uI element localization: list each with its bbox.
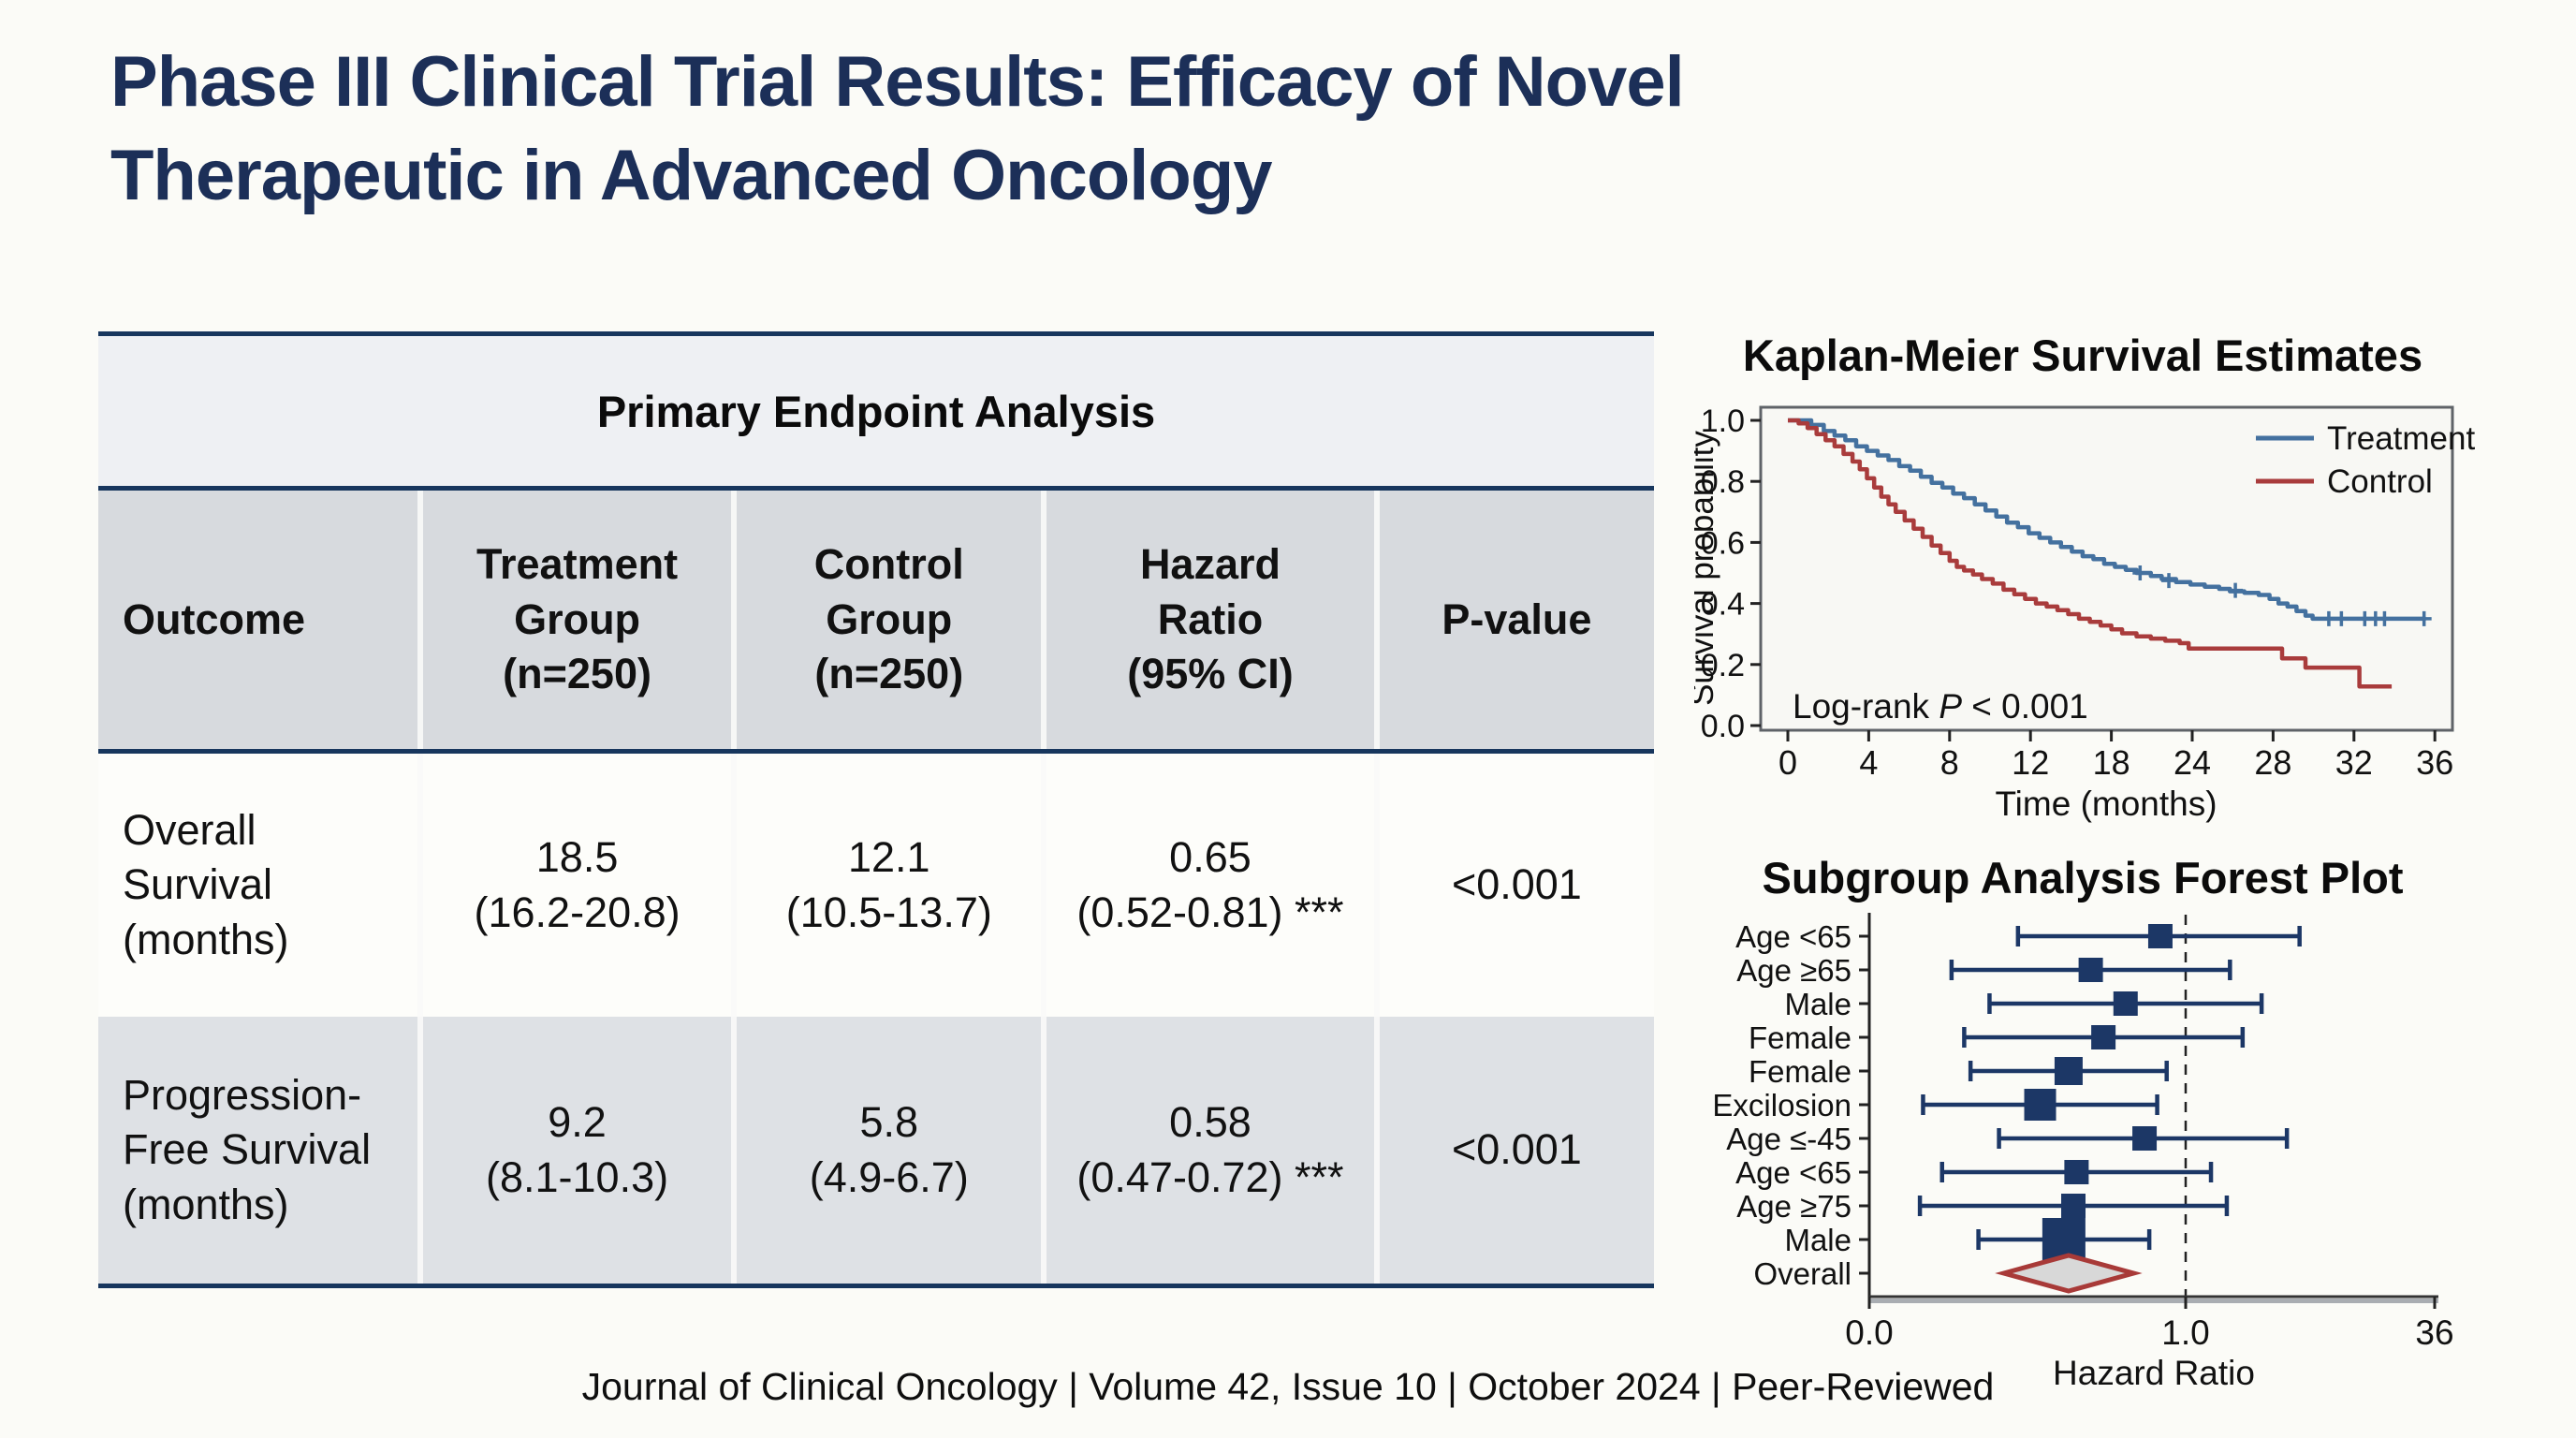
row-pvalue-value: <0.001 — [1373, 754, 1654, 1017]
forest-row-label: Age <65 — [1735, 1155, 1852, 1190]
km-y-tick-label: 0.8 — [1701, 464, 1745, 500]
forest-row-label: Female — [1749, 1054, 1852, 1089]
forest-estimate-square — [2132, 1126, 2158, 1151]
row-treatment-value: 9.2 (8.1-10.3) — [417, 1017, 732, 1284]
table-rule — [98, 749, 1654, 754]
km-censor-mark — [2334, 610, 2349, 626]
km-x-tick-label: 12 — [2012, 743, 2049, 782]
row-control-value: 12.1 (10.5-13.7) — [731, 754, 1041, 1017]
km-chart-svg: 0.0 0.2 0.4 0.6 0.8 1.0 0 4 8 12 18 24 28 32 36 Surviva… — [1694, 404, 2475, 823]
forest-estimate-square — [2078, 958, 2103, 982]
km-censor-mark — [2416, 610, 2432, 626]
table-row: Progression- Free Survival (months) 9.2 … — [98, 1017, 1654, 1284]
column-header-hazard: Hazard Ratio (95% CI) — [1041, 491, 1374, 749]
km-x-tick-label: 28 — [2254, 743, 2291, 782]
km-series-treatment — [1788, 418, 2426, 622]
km-x-tick-label: 36 — [2416, 743, 2453, 782]
km-censor-mark — [2132, 565, 2148, 580]
km-legend-label: Treatment — [2327, 420, 2475, 457]
km-y-tick-label: 0.4 — [1701, 587, 1745, 623]
km-censor-mark — [2161, 573, 2177, 589]
column-header-treatment: Treatment Group (n=250) — [417, 491, 732, 749]
footer-text: Journal of Clinical Oncology | Volume 42… — [581, 1365, 1995, 1408]
row-hazard-value: 0.65 (0.52-0.81) *** — [1041, 754, 1374, 1017]
table-row: Overall Survival (months) 18.5 (16.2-20.… — [98, 754, 1654, 1017]
forest-row-label: Female — [1749, 1020, 1852, 1055]
table-bottom-rule — [98, 1284, 1654, 1288]
km-y-tick-label: 1.0 — [1701, 404, 1745, 439]
km-plot-frame — [1759, 405, 2454, 732]
table-top-rule — [98, 331, 1654, 336]
km-x-tick-label: 18 — [2093, 743, 2130, 782]
km-censor-mark — [2228, 582, 2244, 598]
km-x-axis-label: Time (months) — [1995, 785, 2217, 823]
table-header-row: Outcome Treatment Group (n=250) Control … — [98, 491, 1654, 749]
km-censor-mark — [2377, 610, 2393, 626]
row-pvalue-value: <0.001 — [1373, 1017, 1654, 1284]
forest-overall-diamond — [1995, 1253, 2143, 1294]
row-outcome-label: Progression- Free Survival (months) — [123, 1070, 372, 1228]
forest-x-axis-label: Hazard Ratio — [2053, 1354, 2255, 1392]
km-legend-label: Control — [2327, 463, 2433, 500]
forest-row-label: Excilosion — [1712, 1088, 1852, 1123]
km-x-tick-label: 24 — [2174, 743, 2211, 782]
row-control-value: 5.8 (4.9-6.7) — [731, 1017, 1041, 1284]
km-x-tick-label: 32 — [2335, 743, 2373, 782]
forest-estimate-square — [2147, 924, 2173, 948]
forest-row-label: Age ≤-45 — [1726, 1122, 1852, 1156]
km-logrank-annotation: Log-rank P < 0.001 — [1793, 687, 2088, 726]
forest-row-label: Age <65 — [1735, 919, 1852, 954]
column-header-pvalue: P-value — [1373, 491, 1654, 749]
column-header-control: Control Group (n=250) — [731, 491, 1041, 749]
forest-row-label: Age ≥75 — [1736, 1189, 1852, 1224]
forest-estimate-square — [2042, 1218, 2086, 1261]
row-outcome-label: Overall Survival (months) — [123, 805, 289, 963]
forest-row-label: Male — [1784, 1223, 1852, 1257]
forest-estimate-square — [2054, 1057, 2083, 1085]
forest-plot-title: Subgroup Analysis Forest Plot — [1762, 853, 2404, 902]
km-x-tick-label: 4 — [1859, 743, 1878, 782]
forest-estimate-square — [2091, 1025, 2116, 1049]
column-header-outcome: Outcome — [123, 594, 306, 643]
km-y-tick-label: 0.2 — [1701, 648, 1745, 683]
km-y-axis-label: Survival probability — [1694, 431, 1720, 706]
forest-row-label: Overall — [1753, 1256, 1852, 1291]
forest-estimate-square — [2061, 1194, 2086, 1218]
km-x-tick-label: 8 — [1940, 743, 1959, 782]
primary-endpoint-table: Primary Endpoint Analysis Outcome Treatm… — [98, 331, 1654, 1288]
forest-estimate-square — [2064, 1160, 2089, 1184]
forest-x-tick-label: 1.0 — [2161, 1313, 2209, 1352]
row-treatment-value: 18.5 (16.2-20.8) — [417, 754, 732, 1017]
forest-x-tick-label: 0.0 — [1845, 1313, 1893, 1352]
km-chart-title: Kaplan-Meier Survival Estimates — [1742, 330, 2423, 380]
forest-row-label: Male — [1784, 987, 1852, 1021]
page-title: Phase III Clinical Trial Results: Effica… — [110, 42, 1685, 216]
forest-x-tick-label: 36 — [2415, 1313, 2453, 1352]
forest-estimate-square — [2024, 1089, 2056, 1121]
table-rule — [98, 486, 1654, 491]
km-series-control — [1788, 418, 2393, 689]
table-title: Primary Endpoint Analysis — [98, 336, 1654, 486]
km-x-tick-label: 0 — [1778, 743, 1797, 782]
km-censor-mark — [2320, 610, 2336, 626]
km-y-tick-label: 0.0 — [1701, 709, 1745, 744]
row-hazard-value: 0.58 (0.47-0.72) *** — [1041, 1017, 1374, 1284]
forest-row-label: Age ≥65 — [1736, 953, 1852, 988]
km-y-tick-label: 0.6 — [1701, 525, 1745, 561]
forest-estimate-square — [2113, 991, 2138, 1016]
